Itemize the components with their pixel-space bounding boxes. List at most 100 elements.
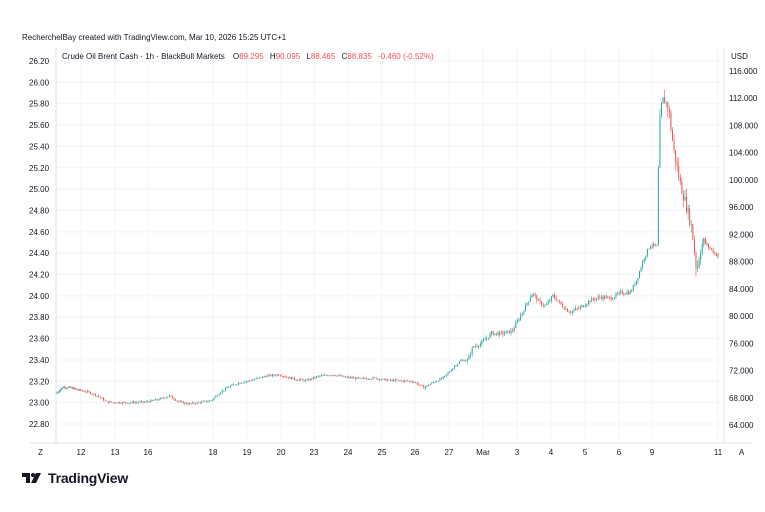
candle-body xyxy=(654,243,656,246)
candle-body xyxy=(547,301,549,305)
candle-body xyxy=(679,177,681,182)
candle-body xyxy=(525,304,526,312)
time-zone-toggle[interactable]: Z xyxy=(38,448,43,457)
candle-body xyxy=(117,402,119,404)
candle-body xyxy=(391,379,393,381)
candle-body xyxy=(242,382,244,384)
candle-body xyxy=(192,402,194,404)
candle-body xyxy=(80,389,82,391)
left-tick-label: 23.40 xyxy=(29,356,50,365)
candle-body xyxy=(98,395,100,397)
candle-body xyxy=(236,384,238,386)
candle-body xyxy=(271,374,273,377)
candle-body xyxy=(218,394,220,396)
candle-body xyxy=(126,402,128,404)
candle-body xyxy=(452,368,454,371)
auto-scale-toggle[interactable]: A xyxy=(739,448,745,457)
time-tick-label: 4 xyxy=(549,448,554,457)
candle-body xyxy=(281,375,283,377)
left-tick-label: 23.60 xyxy=(29,335,50,344)
candle-body xyxy=(58,391,60,393)
candle-body xyxy=(566,308,568,312)
candle-body xyxy=(650,245,652,249)
candle-body xyxy=(162,397,164,399)
candle-body xyxy=(231,384,233,386)
candle-body xyxy=(199,402,201,404)
candle-body xyxy=(239,382,241,384)
left-tick-label: 25.40 xyxy=(29,142,50,151)
candle-body xyxy=(521,313,523,316)
candle-body xyxy=(632,285,634,291)
right-tick-label: 76.000 xyxy=(729,339,754,348)
candle-body xyxy=(133,401,135,404)
candle-body xyxy=(252,379,254,381)
candle-body xyxy=(379,378,381,380)
candle-body xyxy=(182,401,184,404)
candle-body xyxy=(86,391,88,392)
candle-body xyxy=(597,296,599,299)
left-tick-label: 23.00 xyxy=(29,399,50,408)
candle-body xyxy=(226,387,228,389)
candle-body xyxy=(468,355,470,360)
candle-body xyxy=(338,375,340,377)
candle-body xyxy=(140,401,142,402)
candle-body xyxy=(659,116,661,168)
candle-body xyxy=(332,374,334,376)
candle-body xyxy=(531,294,533,298)
candle-body xyxy=(320,375,322,377)
candle-body xyxy=(349,377,351,379)
candle-body xyxy=(424,386,426,389)
candle-body xyxy=(554,294,556,299)
time-tick-label: 23 xyxy=(310,448,319,457)
candle-body xyxy=(56,392,58,394)
candle-body xyxy=(578,308,580,310)
candle-body xyxy=(114,402,116,404)
candle-body xyxy=(670,112,672,130)
right-tick-label: 112.000 xyxy=(729,94,758,103)
time-axis: 12 13 16 18 19 20 23 24 25 26 27 Mar 3 4 5 6 9 11 xyxy=(77,448,723,457)
candle-body xyxy=(283,376,285,378)
candle-body xyxy=(465,360,467,362)
candle-body xyxy=(275,375,277,377)
candle-body xyxy=(426,385,428,387)
candle-body xyxy=(388,379,390,381)
left-tick-label: 25.20 xyxy=(29,164,50,173)
candle-body xyxy=(176,400,178,402)
candle-body xyxy=(604,296,606,299)
candle-body xyxy=(432,382,434,384)
candle-body xyxy=(244,381,246,383)
legend-low-label: L xyxy=(306,52,311,61)
candle-body xyxy=(112,402,114,403)
candle-body xyxy=(207,401,209,403)
candle-body xyxy=(247,380,249,382)
candle-body xyxy=(550,296,552,301)
candle-body xyxy=(91,394,93,395)
candle-body xyxy=(327,375,329,377)
right-tick-label: 92.000 xyxy=(729,230,754,239)
time-tick-label: 16 xyxy=(144,448,153,457)
time-tick-label: 25 xyxy=(378,448,387,457)
candle-body xyxy=(210,400,212,402)
candle-body xyxy=(364,377,366,379)
candle-body xyxy=(697,267,699,269)
candle-body xyxy=(526,303,528,305)
candle-body xyxy=(700,253,702,260)
candle-body xyxy=(128,402,130,404)
candle-body xyxy=(571,310,573,313)
candle-body xyxy=(471,347,473,355)
candle-body xyxy=(416,382,418,385)
candle-body xyxy=(278,374,280,376)
candle-body xyxy=(682,193,684,201)
candle-body xyxy=(508,330,510,334)
candlestick-series xyxy=(56,89,719,406)
candle-body xyxy=(678,165,680,178)
candle-body xyxy=(356,377,358,380)
candle-body xyxy=(61,387,63,390)
candle-body xyxy=(610,297,612,300)
time-tick-label: 5 xyxy=(583,448,588,457)
candle-body xyxy=(367,378,369,380)
candle-body xyxy=(450,370,452,372)
candle-body xyxy=(536,295,538,301)
candle-body xyxy=(297,379,299,381)
